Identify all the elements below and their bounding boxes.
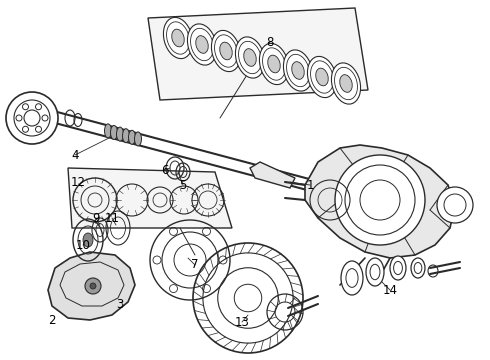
Circle shape (85, 278, 101, 294)
Text: 4: 4 (71, 149, 79, 162)
Ellipse shape (341, 261, 363, 295)
Ellipse shape (307, 57, 337, 98)
Ellipse shape (316, 68, 328, 86)
Polygon shape (148, 8, 368, 100)
Ellipse shape (111, 126, 118, 139)
Ellipse shape (244, 49, 256, 66)
Ellipse shape (235, 37, 265, 78)
Ellipse shape (211, 30, 241, 72)
Ellipse shape (117, 127, 123, 141)
Ellipse shape (128, 130, 136, 144)
Text: 10: 10 (75, 239, 91, 252)
Ellipse shape (292, 62, 304, 79)
Text: 1: 1 (306, 179, 314, 192)
Ellipse shape (259, 44, 289, 85)
Ellipse shape (134, 132, 142, 146)
Circle shape (437, 187, 473, 223)
Text: 8: 8 (266, 36, 274, 49)
Ellipse shape (196, 36, 208, 53)
Polygon shape (48, 252, 135, 320)
Circle shape (90, 283, 96, 289)
Text: 12: 12 (71, 176, 85, 189)
Ellipse shape (220, 42, 232, 60)
Ellipse shape (331, 63, 361, 104)
Ellipse shape (268, 55, 280, 73)
Text: 9: 9 (92, 212, 100, 225)
Ellipse shape (104, 124, 112, 138)
Ellipse shape (172, 29, 184, 47)
Ellipse shape (411, 258, 425, 278)
Polygon shape (68, 168, 232, 228)
Ellipse shape (340, 75, 352, 92)
Text: 14: 14 (383, 284, 397, 297)
Ellipse shape (283, 50, 313, 91)
Polygon shape (305, 145, 455, 258)
Text: 13: 13 (235, 315, 249, 328)
Ellipse shape (390, 256, 406, 280)
Ellipse shape (188, 24, 217, 65)
Text: 7: 7 (191, 258, 199, 271)
Ellipse shape (83, 233, 93, 247)
Text: 6: 6 (161, 163, 169, 176)
Ellipse shape (122, 129, 129, 143)
Text: 5: 5 (179, 179, 187, 192)
Polygon shape (250, 162, 295, 188)
Text: 3: 3 (116, 298, 123, 311)
Text: 2: 2 (48, 314, 56, 327)
Text: 11: 11 (104, 212, 120, 225)
Ellipse shape (366, 258, 384, 286)
Circle shape (335, 155, 425, 245)
Ellipse shape (164, 17, 193, 59)
